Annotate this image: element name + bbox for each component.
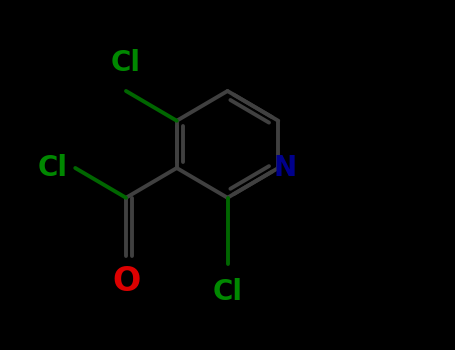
- Text: N: N: [274, 154, 297, 182]
- Text: O: O: [112, 265, 140, 298]
- Text: Cl: Cl: [111, 49, 141, 77]
- Text: Cl: Cl: [212, 278, 243, 306]
- Text: Cl: Cl: [37, 154, 67, 182]
